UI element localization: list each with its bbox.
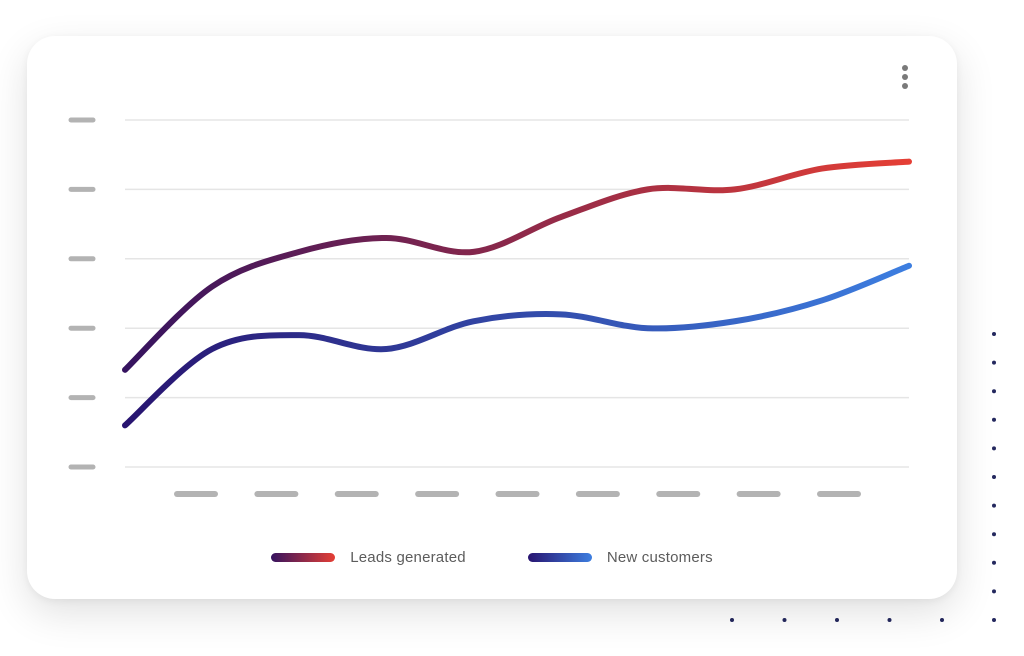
decor-dot [992,332,996,336]
legend-label-customers: New customers [606,548,713,566]
line-chart [68,117,912,497]
decor-dot [992,360,996,365]
chart-card: Leads generated New customers [27,36,957,599]
legend-label-leads: Leads generated [350,548,466,566]
more-vertical-icon-dot [902,83,908,89]
decor-dot [992,589,996,594]
legend-swatch-leads [271,552,336,562]
legend-item-leads[interactable]: Leads generated [271,549,466,566]
decor-dot [992,532,996,537]
decor-dot [992,503,996,508]
series-line-leads [122,158,912,373]
decor-dot [782,618,787,622]
more-vertical-icon-dot [902,74,908,80]
decor-dot [992,417,996,422]
decor-dot [992,475,996,479]
decor-dot [835,618,839,622]
decor-dot [992,560,996,565]
legend-item-customers[interactable]: New customers [527,548,713,566]
series-line-customers [122,262,912,429]
decor-dot [992,618,996,622]
decor-dot [992,389,996,394]
legend-swatch-customers [527,552,592,562]
decor-dot [730,618,734,622]
decor-dot [940,618,944,622]
more-options-button[interactable] [893,62,917,92]
chart-legend: Leads generated New customers [27,546,957,568]
decor-dot [992,446,996,451]
more-vertical-icon [902,65,908,71]
decor-dot [887,618,892,622]
